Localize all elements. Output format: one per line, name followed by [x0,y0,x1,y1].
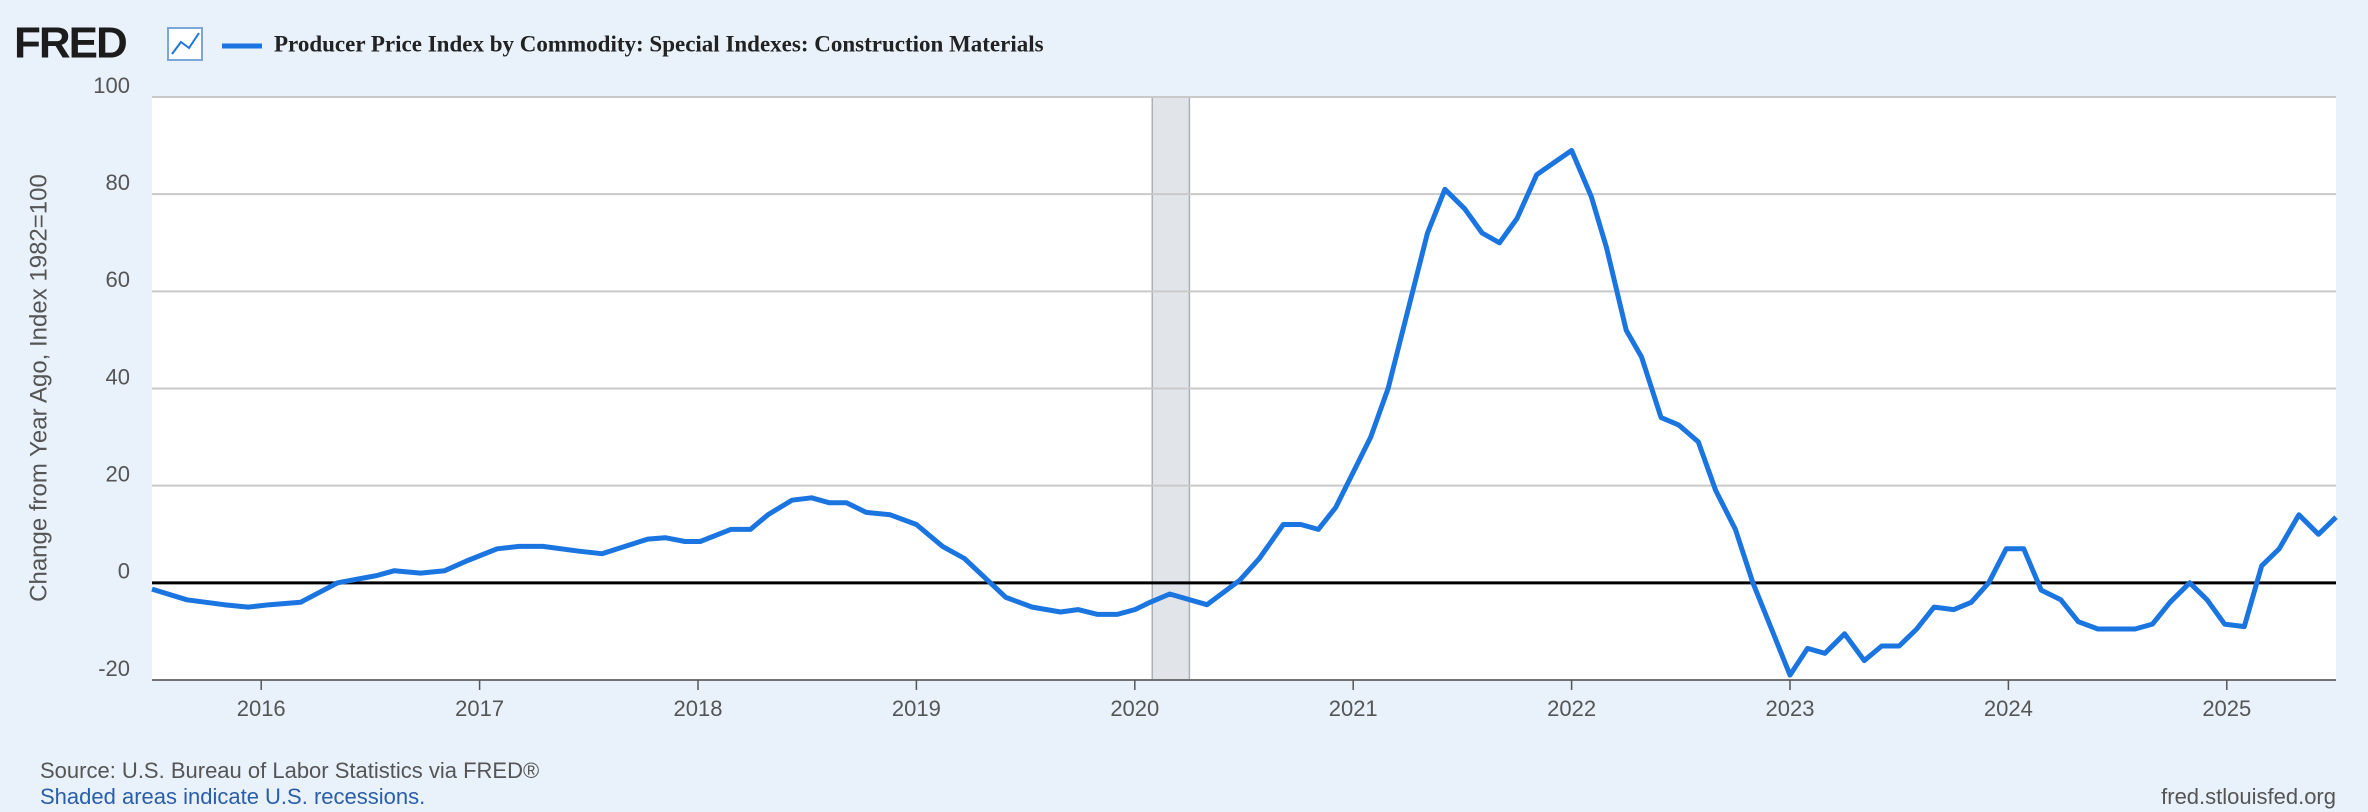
x-tick-label: 2024 [1984,696,2033,721]
logo: FRED [14,19,126,68]
y-tick-label: 0 [118,559,130,584]
legend-label: Producer Price Index by Commodity: Speci… [274,31,1044,56]
x-tick-label: 2017 [455,696,504,721]
url[interactable]: fred.stlouisfed.org [2161,784,2336,809]
y-axis-label: Change from Year Ago, Index 1982=100 [25,174,52,602]
x-tick-label: 2019 [892,696,941,721]
recession-note[interactable]: Shaded areas indicate U.S. recessions. [40,784,425,809]
y-tick-label: 80 [106,170,130,195]
y-tick-label: -20 [98,656,130,681]
y-tick-label: 40 [106,364,130,389]
x-tick-label: 2016 [237,696,286,721]
x-tick-label: 2020 [1110,696,1159,721]
x-tick-label: 2018 [674,696,723,721]
x-tick-label: 2023 [1766,696,1815,721]
y-tick-label: 100 [93,73,130,98]
x-tick-label: 2022 [1547,696,1596,721]
x-tick-label: 2021 [1329,696,1378,721]
x-tick-label: 2025 [2202,696,2251,721]
y-tick-label: 60 [106,267,130,292]
series-line [151,147,2338,678]
y-tick-label: 20 [106,461,130,486]
source: Source: U.S. Bureau of Labor Statistics … [40,758,539,783]
logo-icon [167,27,203,61]
